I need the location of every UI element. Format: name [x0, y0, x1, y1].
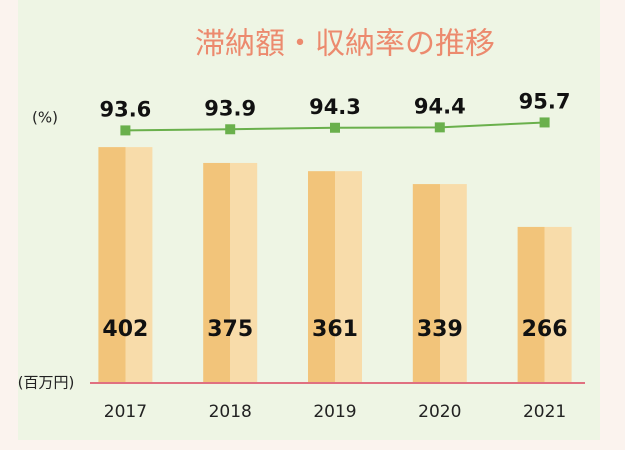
line-value-label: 94.3 [309, 95, 361, 119]
line-value-label: 95.7 [519, 89, 571, 113]
y-axis-label: (百万円) [18, 374, 75, 392]
line-value-label: 94.4 [414, 94, 466, 118]
bar [98, 147, 152, 383]
x-tick-label: 2018 [209, 402, 252, 422]
bar [308, 171, 362, 383]
x-tick-label: 2020 [418, 402, 461, 422]
y2-axis-label: (%) [32, 109, 58, 127]
bar-value-label: 402 [102, 317, 148, 342]
bar-value-label: 266 [522, 317, 568, 342]
bar [413, 184, 467, 383]
x-tick-label: 2019 [313, 402, 356, 422]
line-marker [435, 122, 445, 132]
line-marker [120, 125, 130, 135]
chart: 滞納額・収納率の推移 (%) (百万円) 402 375 361 339 266 93.6… [0, 0, 625, 450]
chart-title: 滞納額・収納率の推移 [195, 27, 495, 62]
x-tick-label: 2017 [104, 402, 147, 422]
line-marker [330, 123, 340, 133]
bar-value-label: 339 [417, 317, 463, 342]
line-marker [540, 117, 550, 127]
bar [203, 163, 257, 383]
x-tick-label: 2021 [523, 402, 566, 422]
line-value-label: 93.9 [204, 96, 256, 120]
bar-value-label: 375 [207, 317, 253, 342]
bar-value-label: 361 [312, 317, 358, 342]
line-marker [225, 124, 235, 134]
bar [518, 227, 572, 383]
line-value-label: 93.6 [99, 97, 151, 121]
page: 滞納額・収納率の推移 (%) (百万円) 402 375 361 339 266 93.6… [0, 0, 625, 450]
